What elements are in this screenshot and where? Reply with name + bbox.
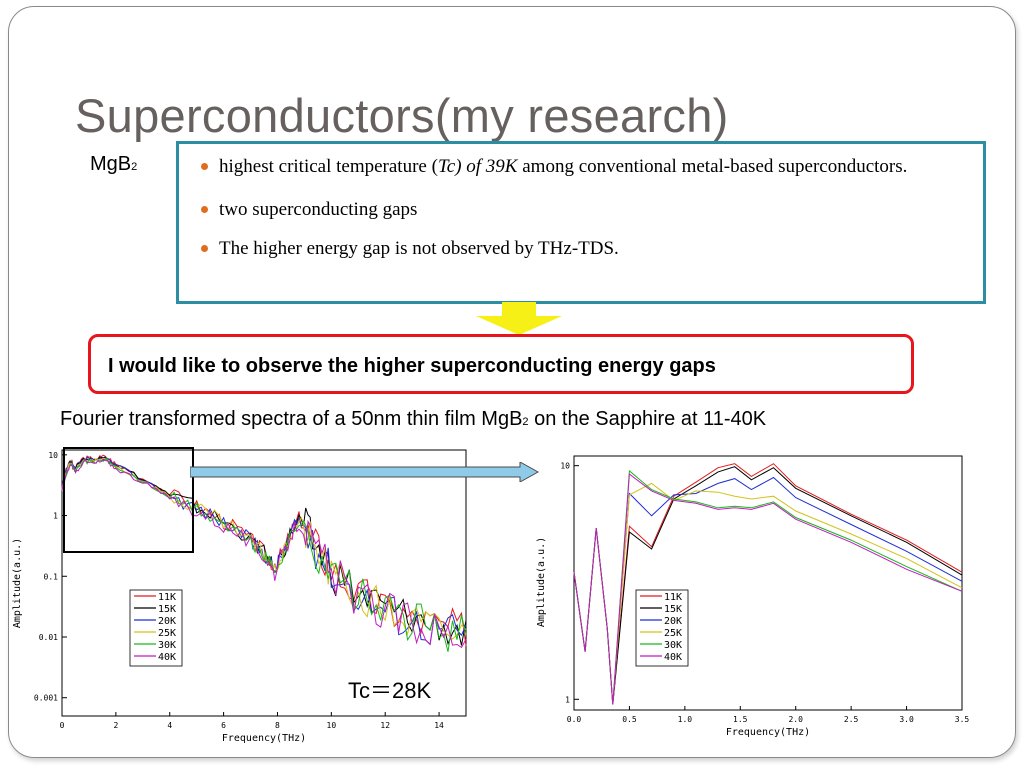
x-tick-label: 2: [113, 721, 118, 730]
x-tick-label: 1.5: [733, 715, 748, 724]
bullet-dot: [201, 245, 208, 252]
legend-box: [635, 589, 689, 667]
legend-label: 15K: [664, 604, 682, 615]
left-plot-area: [61, 449, 467, 717]
bullet-item-2: two superconducting gaps: [201, 197, 971, 223]
down-arrow-icon: [476, 302, 562, 335]
left-axis-ticks: 0 2 4 6 8 10 12 14 10 1 0.1 0.01 0.001: [34, 451, 444, 730]
bullet-dot: [201, 206, 208, 213]
right-ylabel: Amplitude(a.u.): [536, 537, 547, 627]
figure-caption: Fourier transformed spectra of a 50nm th…: [60, 408, 766, 431]
y-tick-label: 0.01: [39, 633, 58, 642]
right-xlabel: Frequency(THz): [726, 727, 810, 738]
x-tick-label: 3.0: [899, 715, 914, 724]
legend-label: 25K: [664, 628, 682, 639]
caption-subscript: 2: [522, 416, 529, 428]
bullet-list: highest critical temperature (Tc) of 39K…: [179, 144, 983, 262]
right-arrow-icon: [190, 462, 540, 482]
x-tick-label: 0.5: [622, 715, 637, 724]
x-tick-label: 10: [327, 721, 337, 730]
x-tick-label: 0.0: [567, 715, 582, 724]
left-xlabel: Frequency(THz): [222, 733, 306, 744]
tc-label: Tc＝28K: [348, 678, 432, 703]
bullet-dot: [201, 163, 208, 170]
slide-frame: [8, 6, 1016, 758]
series-line-40K: [573, 473, 963, 705]
y-tick-label: 1: [565, 695, 570, 704]
caption-text-b: on the Sapphire at 11-40K: [528, 408, 767, 430]
legend-label: 11K: [664, 592, 682, 603]
legend-label: 15K: [158, 604, 176, 615]
series-line-20K: [61, 456, 467, 646]
legend-label: 30K: [664, 640, 682, 651]
x-tick-label: 2.0: [788, 715, 803, 724]
series-line-25K: [61, 457, 467, 640]
y-tick-label: 10: [560, 462, 570, 471]
material-subscript: 2: [131, 161, 138, 173]
x-tick-label: 12: [380, 721, 390, 730]
bullet-1-text-b: among conventional metal-based supercond…: [517, 156, 908, 177]
x-tick-label: 6: [221, 721, 226, 730]
series-line-30K: [61, 457, 467, 652]
x-tick-label: 4: [167, 721, 172, 730]
bullet-2-text: two superconducting gaps: [219, 199, 418, 220]
x-tick-label: 0: [60, 721, 65, 730]
right-axis-ticks: 0.0 0.5 1.0 1.5 2.0 2.5 3.0 3.5 10 1: [560, 462, 969, 724]
caption-text-a: Fourier transformed spectra of a 50nm th…: [60, 408, 523, 430]
left-spectrum-chart: 0 2 4 6 8 10 12 14 10 1 0.1 0.01 0.001 Amplitude(a.u…: [12, 447, 467, 744]
legend-label: 30K: [158, 640, 176, 651]
x-tick-label: 2.5: [844, 715, 859, 724]
y-tick-label: 0.1: [44, 572, 59, 581]
callout-box: I would like to observe the higher super…: [88, 334, 914, 394]
x-tick-label: 1.0: [678, 715, 693, 724]
y-tick-label: 0.001: [34, 694, 58, 703]
y-tick-label: 1: [53, 512, 58, 521]
legend-label: 11K: [158, 592, 176, 603]
legend-label: 40K: [158, 652, 176, 663]
right-plot-area: [573, 455, 963, 711]
right-series-group: [573, 463, 963, 705]
left-series-group: [61, 454, 467, 652]
bullet-1-tc: Tc) of 39K: [437, 156, 518, 177]
bullet-item-3: The higher energy gap is not observed by…: [201, 236, 971, 262]
legend-label: 40K: [664, 652, 682, 663]
legend-label: 25K: [158, 628, 176, 639]
legend-box: [129, 589, 183, 667]
legend-label: 20K: [158, 616, 176, 627]
x-tick-label: 3.5: [955, 715, 970, 724]
y-tick-label: 10: [48, 451, 58, 460]
callout-text: I would like to observe the higher super…: [108, 355, 716, 377]
series-line-15K: [61, 456, 467, 646]
left-ylabel: Amplitude(a.u.): [12, 538, 23, 628]
slide-title: Superconductors(my research): [75, 89, 729, 142]
zoom-region-box: [63, 447, 194, 553]
legend-label: 20K: [664, 616, 682, 627]
bullet-1-text-a: highest critical temperature (: [219, 156, 438, 177]
material-name: MgB: [90, 153, 132, 175]
series-line-40K: [61, 458, 467, 649]
x-tick-label: 8: [275, 721, 280, 730]
x-tick-label: 14: [434, 721, 444, 730]
right-spectrum-chart: 0.0 0.5 1.0 1.5 2.0 2.5 3.0 3.5 10 1 Amplitude(a.…: [536, 455, 969, 738]
bullet-3-text: The higher energy gap is not observed by…: [219, 238, 619, 259]
bullet-item-1: highest critical temperature (Tc) of 39K…: [201, 154, 971, 180]
bullet-box: highest critical temperature (Tc) of 39K…: [176, 141, 986, 304]
material-label: MgB2: [90, 153, 137, 176]
